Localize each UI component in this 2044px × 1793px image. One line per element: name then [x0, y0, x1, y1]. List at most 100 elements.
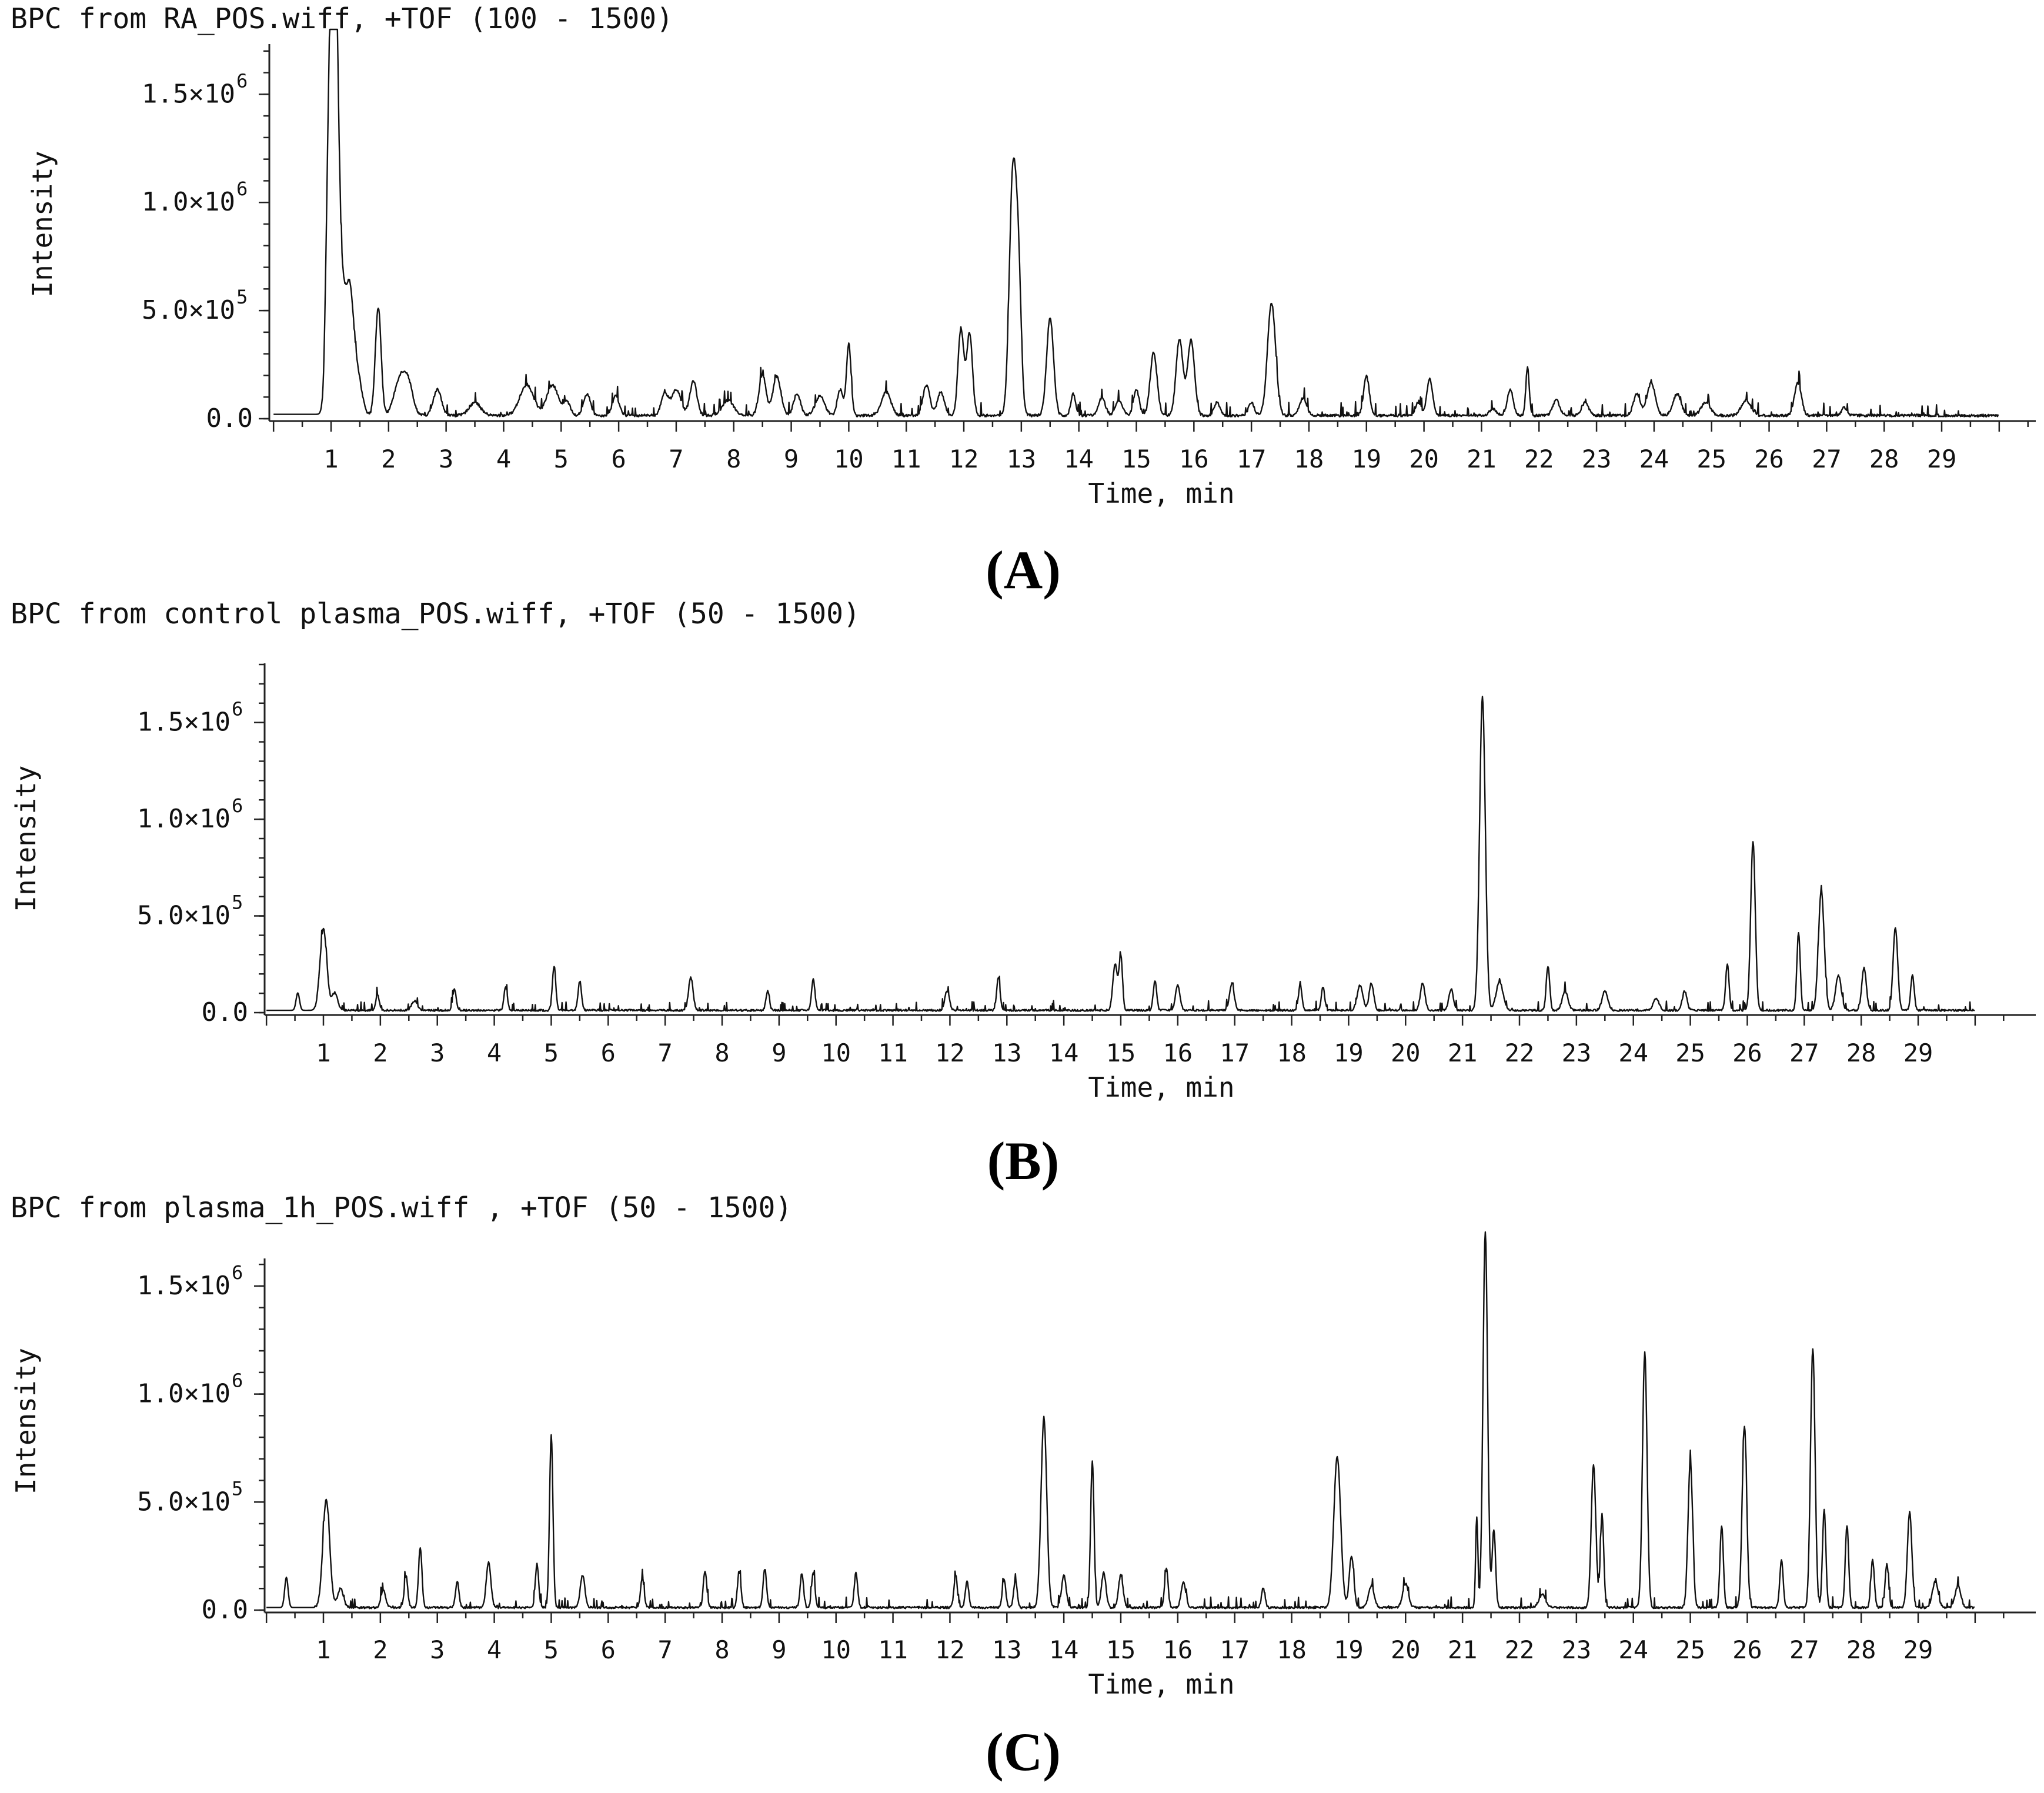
x-tick-label: 5 — [554, 445, 569, 473]
y-tick-label: 0.0 — [202, 1595, 248, 1625]
y-tick-exponent: 6 — [236, 69, 248, 92]
x-axis-label: Time, min — [1088, 1668, 1234, 1700]
x-tick-label: 20 — [1391, 1039, 1421, 1067]
y-tick-exponent: 6 — [232, 1370, 243, 1392]
y-tick-label: 1.0×10 — [142, 187, 235, 217]
x-tick-label: 19 — [1334, 1039, 1364, 1067]
x-tick-label: 10 — [821, 1039, 851, 1067]
x-tick-label: 6 — [601, 1635, 616, 1664]
x-tick-label: 25 — [1696, 445, 1726, 473]
x-tick-label: 11 — [878, 1635, 908, 1664]
x-tick-label: 29 — [1903, 1635, 1933, 1664]
x-axis-label: Time, min — [1088, 478, 1234, 509]
x-tick-label: 27 — [1789, 1039, 1819, 1067]
y-tick-label: 1.0×10 — [137, 804, 231, 834]
y-axis-label: Intensity — [10, 765, 42, 911]
y-axis-label: Intensity — [10, 1348, 42, 1494]
x-tick-label: 1 — [323, 445, 338, 473]
y-tick-label: 1.5×10 — [137, 1271, 231, 1301]
x-tick-label: 18 — [1277, 1635, 1307, 1664]
x-tick-label: 5 — [544, 1635, 559, 1664]
x-tick-label: 25 — [1675, 1039, 1705, 1067]
x-tick-label: 1 — [316, 1635, 330, 1664]
x-tick-label: 15 — [1106, 1635, 1136, 1664]
x-tick-label: 16 — [1163, 1635, 1193, 1664]
x-tick-label: 14 — [1049, 1039, 1079, 1067]
y-tick-exponent: 6 — [236, 178, 248, 200]
x-tick-label: 18 — [1294, 445, 1324, 473]
x-tick-label: 26 — [1732, 1635, 1762, 1664]
chromatogram-trace — [273, 28, 1999, 418]
x-axis-label: Time, min — [1088, 1071, 1234, 1103]
y-tick-label: 0.0 — [202, 997, 248, 1027]
y-tick-exponent: 5 — [232, 1477, 243, 1500]
panels: BPC from RA_POS.wiff, +TOF (100 - 1500) 1… — [10, 2, 2036, 1782]
x-tick-label: 29 — [1903, 1039, 1933, 1067]
y-tick-label: 1.0×10 — [137, 1379, 231, 1409]
x-tick-label: 2 — [373, 1039, 388, 1067]
y-axis-label: Intensity — [26, 151, 58, 297]
x-tick-label: 9 — [771, 1039, 786, 1067]
x-tick-label: 22 — [1505, 1635, 1535, 1664]
panel-label: (A) — [986, 540, 1061, 600]
x-tick-label: 11 — [878, 1039, 908, 1067]
x-tick-label: 7 — [657, 1635, 672, 1664]
x-tick-label: 23 — [1562, 1039, 1592, 1067]
y-tick-exponent: 6 — [232, 1261, 243, 1284]
y-tick-exponent: 6 — [232, 698, 243, 720]
x-tick-label: 6 — [601, 1039, 616, 1067]
x-tick-label: 23 — [1562, 1635, 1592, 1664]
x-tick-label: 8 — [726, 445, 741, 473]
x-tick-label: 21 — [1448, 1039, 1478, 1067]
x-tick-label: 4 — [487, 1039, 502, 1067]
x-tick-label: 15 — [1121, 445, 1151, 473]
x-tick-label: 21 — [1467, 445, 1497, 473]
x-tick-label: 17 — [1220, 1039, 1250, 1067]
y-tick-exponent: 6 — [232, 794, 243, 817]
y-tick-label: 5.0×10 — [137, 1487, 231, 1517]
x-tick-label: 9 — [784, 445, 799, 473]
x-tick-label: 29 — [1927, 445, 1957, 473]
x-tick-label: 17 — [1220, 1635, 1250, 1664]
panel-label: (C) — [986, 1722, 1061, 1782]
x-tick-label: 20 — [1391, 1635, 1421, 1664]
x-tick-label: 10 — [821, 1635, 851, 1664]
chart-title: BPC from plasma_1h_POS.wiff , +TOF (50 -… — [11, 1191, 792, 1224]
x-tick-label: 8 — [714, 1635, 729, 1664]
x-tick-label: 24 — [1618, 1635, 1648, 1664]
y-tick-label: 5.0×10 — [142, 295, 235, 325]
x-tick-label: 9 — [771, 1635, 786, 1664]
x-tick-label: 28 — [1846, 1039, 1876, 1067]
x-tick-label: 7 — [669, 445, 683, 473]
x-tick-label: 24 — [1618, 1039, 1648, 1067]
x-tick-label: 18 — [1277, 1039, 1307, 1067]
x-tick-label: 12 — [935, 1635, 965, 1664]
y-tick-label: 5.0×10 — [137, 901, 231, 931]
x-tick-label: 14 — [1064, 445, 1094, 473]
chart-panel-2: BPC from control plasma_POS.wiff, +TOF (… — [10, 597, 2036, 1191]
x-tick-label: 13 — [1007, 445, 1037, 473]
x-tick-label: 13 — [992, 1039, 1022, 1067]
chromatogram-trace — [266, 696, 1975, 1012]
x-tick-label: 3 — [430, 1039, 445, 1067]
x-tick-label: 8 — [714, 1039, 729, 1067]
x-tick-label: 25 — [1675, 1635, 1705, 1664]
y-tick-label: 1.5×10 — [137, 707, 231, 737]
x-tick-label: 2 — [373, 1635, 388, 1664]
x-tick-label: 19 — [1334, 1635, 1364, 1664]
x-tick-label: 26 — [1732, 1039, 1762, 1067]
x-tick-label: 17 — [1237, 445, 1267, 473]
x-tick-label: 19 — [1351, 445, 1381, 473]
x-tick-label: 3 — [430, 1635, 445, 1664]
x-tick-label: 6 — [611, 445, 626, 473]
chart-title: BPC from RA_POS.wiff, +TOF (100 - 1500) — [11, 2, 673, 35]
x-tick-label: 16 — [1179, 445, 1209, 473]
x-tick-label: 4 — [496, 445, 511, 473]
x-tick-label: 10 — [834, 445, 864, 473]
x-tick-label: 13 — [992, 1635, 1022, 1664]
y-tick-label: 0.0 — [206, 403, 253, 433]
chart-panel-3: BPC from plasma_1h_POS.wiff , +TOF (50 -… — [10, 1191, 2036, 1782]
x-tick-label: 28 — [1869, 445, 1899, 473]
x-tick-label: 28 — [1846, 1635, 1876, 1664]
